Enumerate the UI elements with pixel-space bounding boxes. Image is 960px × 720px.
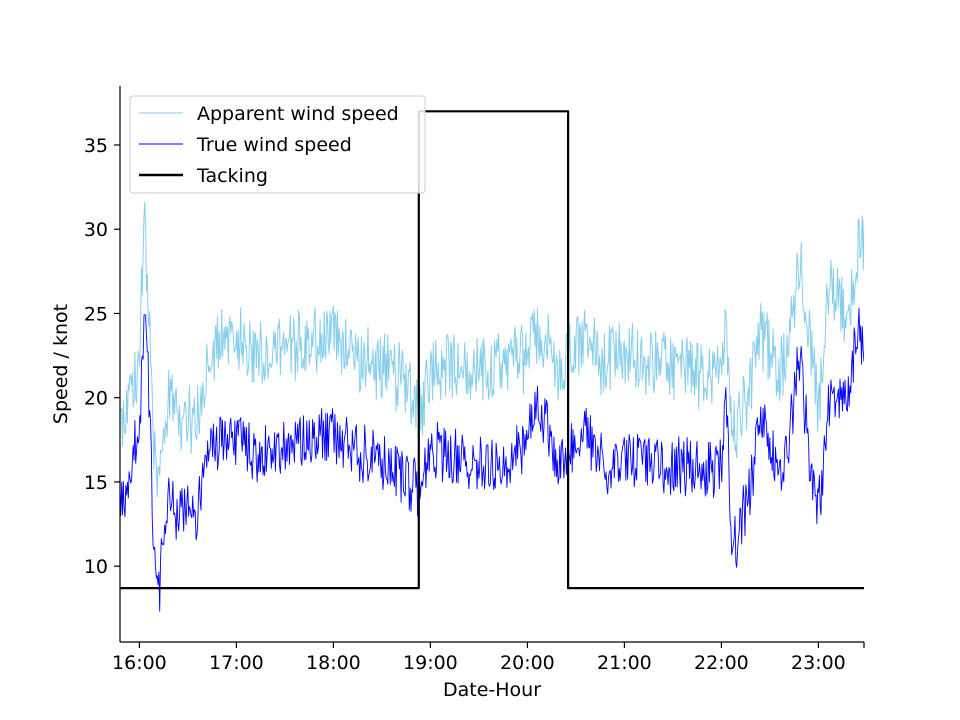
series-line-true-wind-speed xyxy=(120,307,864,612)
x-tick-label: 20:00 xyxy=(500,652,555,674)
legend-label-tacking: Tacking xyxy=(196,165,268,187)
x-tick-label: 23:00 xyxy=(791,652,846,674)
x-tick-label: 19:00 xyxy=(403,652,458,674)
x-tick-label: 16:00 xyxy=(112,652,167,674)
axes xyxy=(119,86,864,643)
x-tick-label: 22:00 xyxy=(694,652,749,674)
y-tick-label: 35 xyxy=(84,135,108,157)
y-tick-label: 25 xyxy=(84,303,108,325)
x-tick-label: 21:00 xyxy=(597,652,652,674)
series-layer xyxy=(120,110,864,612)
series-line-tacking xyxy=(120,110,864,590)
legend-label-apparent: Apparent wind speed xyxy=(197,103,399,125)
legend-label-true: True wind speed xyxy=(196,134,352,156)
y-tick-label: 20 xyxy=(84,388,108,410)
x-tick-label: 18:00 xyxy=(306,652,361,674)
y-tick-label: 30 xyxy=(84,219,108,241)
series-line-apparent-wind-speed xyxy=(120,201,864,498)
y-tick-label: 10 xyxy=(84,556,108,578)
x-axis-label: Date-Hour xyxy=(443,679,541,701)
legend-box xyxy=(129,95,426,194)
legend: Apparent wind speed True wind speed Tack… xyxy=(129,95,426,194)
ticks: 16:00 17:00 18:00 19:00 20:00 21:00 22:00 23:00… xyxy=(84,135,865,674)
y-axis-label: Speed / knot xyxy=(50,304,72,424)
y-tick-label: 15 xyxy=(84,472,108,494)
x-tick-label: 17:00 xyxy=(209,652,264,674)
